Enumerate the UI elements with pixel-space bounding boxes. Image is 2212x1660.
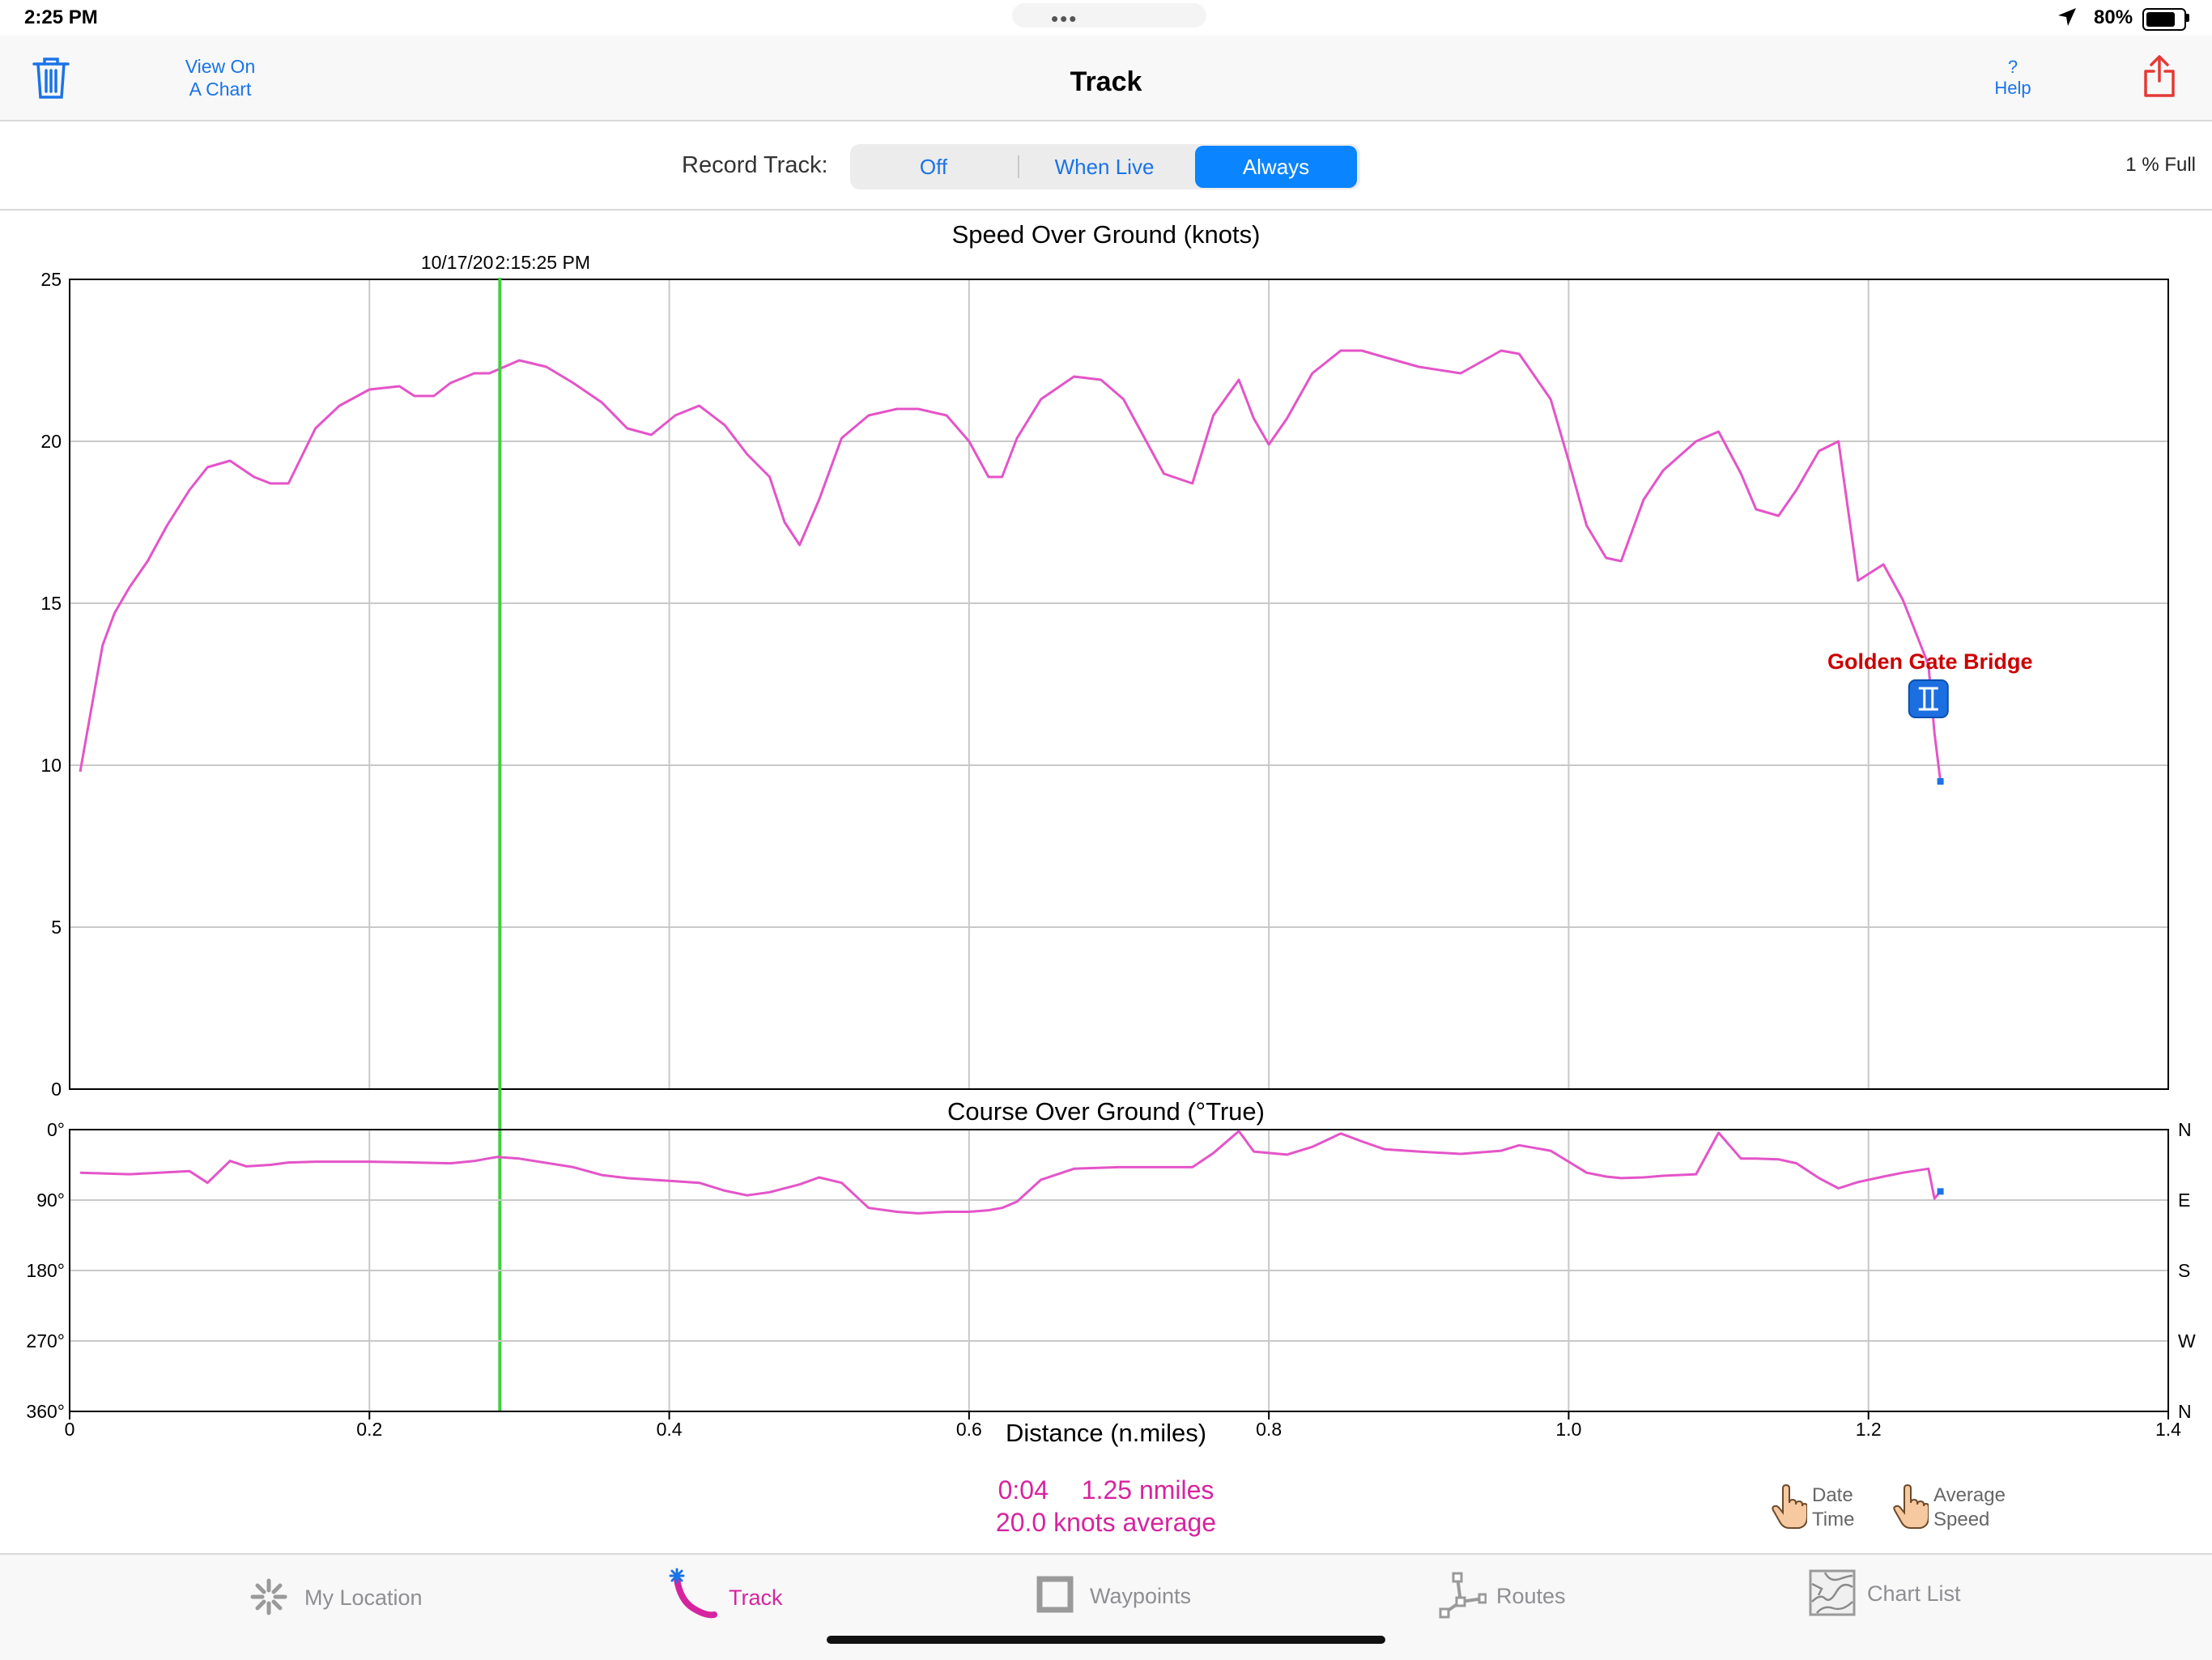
course-series-line: [79, 1130, 1942, 1215]
view-on-chart-button[interactable]: View On A Chart: [172, 55, 269, 100]
bridge-marker-glyph: [1918, 687, 1938, 711]
tab-label: Waypoints: [1090, 1584, 1192, 1608]
navigation-bar: View On A Chart Track ? Help: [0, 36, 2212, 121]
course-compass-label: W: [2178, 1330, 2196, 1351]
x-tick-label: 0: [65, 1419, 75, 1440]
record-track-label: Record Track:: [682, 152, 828, 178]
page-title: Track: [1070, 66, 1142, 97]
speed-chart-title: Speed Over Ground (knots): [952, 220, 1261, 249]
speed-series-line: [79, 349, 1942, 782]
x-axis-title: Distance (n.miles): [1006, 1419, 1206, 1447]
share-icon[interactable]: [2142, 53, 2176, 99]
help-button[interactable]: ? Help: [1980, 57, 2045, 99]
average-speed: 20.0 knots average: [995, 1508, 1217, 1537]
battery-tip: [2186, 14, 2189, 22]
x-tick-label: 0.4: [657, 1419, 683, 1440]
course-compass-label: S: [2178, 1260, 2190, 1281]
record-track-bar: Record Track: Off When Live Always 1 % F…: [0, 121, 2212, 211]
elapsed-time: 0:04: [998, 1475, 1049, 1505]
x-tick-label: 0.8: [1256, 1419, 1282, 1440]
view-on-chart-line2: A Chart: [189, 79, 252, 100]
x-tick-label: 0.6: [956, 1419, 982, 1440]
average-speed-button[interactable]: Average Speed: [1893, 1483, 2023, 1535]
storage-full-indicator: 1 % Full: [2125, 154, 2196, 176]
course-chart[interactable]: Course Over Ground (°True) 0° N 90° E 180° S 27…: [26, 1097, 2196, 1447]
cursor-date-label: 10/17/20: [421, 252, 494, 273]
battery-level: [2146, 12, 2175, 27]
tab-label: Track: [729, 1586, 783, 1610]
track-charts[interactable]: Speed Over Ground (knots) 0 5 10 15 20 25 Golde…: [0, 211, 2212, 1449]
course-plot-frame: [69, 1129, 2169, 1412]
bridge-marker-icon: [1908, 679, 1949, 718]
speed-y-tick-label: 25: [40, 269, 62, 290]
track-icon: [669, 1568, 717, 1619]
record-option-when-live[interactable]: When Live: [1054, 155, 1155, 179]
date-time-label-2: Time: [1812, 1509, 1855, 1530]
record-option-off[interactable]: Off: [919, 155, 948, 179]
x-tick-label: 1.4: [2155, 1419, 2181, 1440]
course-y-tick-label: 90°: [36, 1190, 65, 1211]
tab-label: Routes: [1496, 1584, 1566, 1608]
record-track-segmented-control[interactable]: Off When Live Always: [850, 144, 1360, 189]
multitasking-pill[interactable]: [1012, 3, 1206, 28]
course-compass-label: N: [2178, 1401, 2192, 1422]
speed-y-tick-label: 0: [51, 1079, 62, 1100]
course-y-tick-label: 270°: [26, 1330, 65, 1351]
help-label: Help: [1994, 78, 2031, 98]
date-time-button[interactable]: Date Time: [1772, 1483, 1877, 1535]
speed-plot-area: [70, 279, 2168, 1089]
battery-icon: [2142, 8, 2186, 31]
status-time: 2:25 PM: [24, 6, 98, 28]
x-tick-label: 1.2: [1856, 1419, 1882, 1440]
status-bar: 2:25 PM ••• 80%: [0, 0, 2212, 36]
speed-y-tick-label: 15: [40, 593, 62, 614]
cursor-time-label: 2:15:25 PM: [495, 252, 590, 273]
trash-icon[interactable]: [31, 55, 71, 100]
course-y-tick-label: 180°: [26, 1260, 65, 1281]
help-question-icon: ?: [2007, 57, 2018, 77]
record-option-always[interactable]: Always: [1195, 146, 1357, 188]
speed-y-tick-label: 5: [51, 917, 62, 938]
waypoints-icon: [1036, 1576, 1074, 1613]
speed-plot-frame: [69, 279, 2169, 1090]
average-speed-label-2: Speed: [1933, 1509, 1990, 1530]
location-arrow-icon: [2058, 8, 2076, 26]
x-tick-label: 1.0: [1555, 1419, 1581, 1440]
tab-label: Chart List: [1867, 1581, 1961, 1606]
course-end-marker: [1937, 1188, 1944, 1195]
speed-y-tick-label: 20: [40, 431, 62, 452]
battery-percent: 80%: [2094, 6, 2133, 28]
average-speed-label-1: Average: [1933, 1484, 2006, 1506]
home-indicator[interactable]: [827, 1636, 1385, 1644]
x-tick-label: 0.2: [356, 1419, 382, 1440]
golden-gate-bridge-label: Golden Gate Bridge: [1827, 649, 2033, 674]
course-y-tick-label: 0°: [47, 1119, 65, 1140]
my-location-icon: [250, 1578, 287, 1615]
track-distance: 1.25 nmiles: [1081, 1475, 1214, 1505]
chart-list-icon: [1809, 1569, 1856, 1616]
course-y-tick-label: 360°: [26, 1401, 65, 1422]
routes-icon: [1439, 1572, 1487, 1619]
date-time-label-1: Date: [1812, 1484, 1853, 1506]
multitasking-dots-icon[interactable]: •••: [1051, 6, 1078, 31]
course-compass-label: E: [2178, 1190, 2190, 1211]
speed-end-marker: [1937, 778, 1944, 785]
speed-y-tick-label: 10: [40, 755, 62, 776]
course-chart-title: Course Over Ground (°True): [947, 1097, 1265, 1126]
hand-pointer-icon: [1893, 1483, 1929, 1529]
course-compass-label: N: [2178, 1119, 2192, 1140]
segment-divider: [1018, 155, 1019, 178]
speed-chart[interactable]: Speed Over Ground (knots) 0 5 10 15 20 25 Golde…: [40, 220, 2169, 1411]
tab-label: My Location: [304, 1586, 423, 1610]
view-on-chart-line1: View On: [185, 56, 256, 77]
track-summary: 0:04 1.25 nmiles 20.0 knots average: [0, 1474, 2212, 1539]
hand-pointer-icon: [1772, 1483, 1807, 1529]
